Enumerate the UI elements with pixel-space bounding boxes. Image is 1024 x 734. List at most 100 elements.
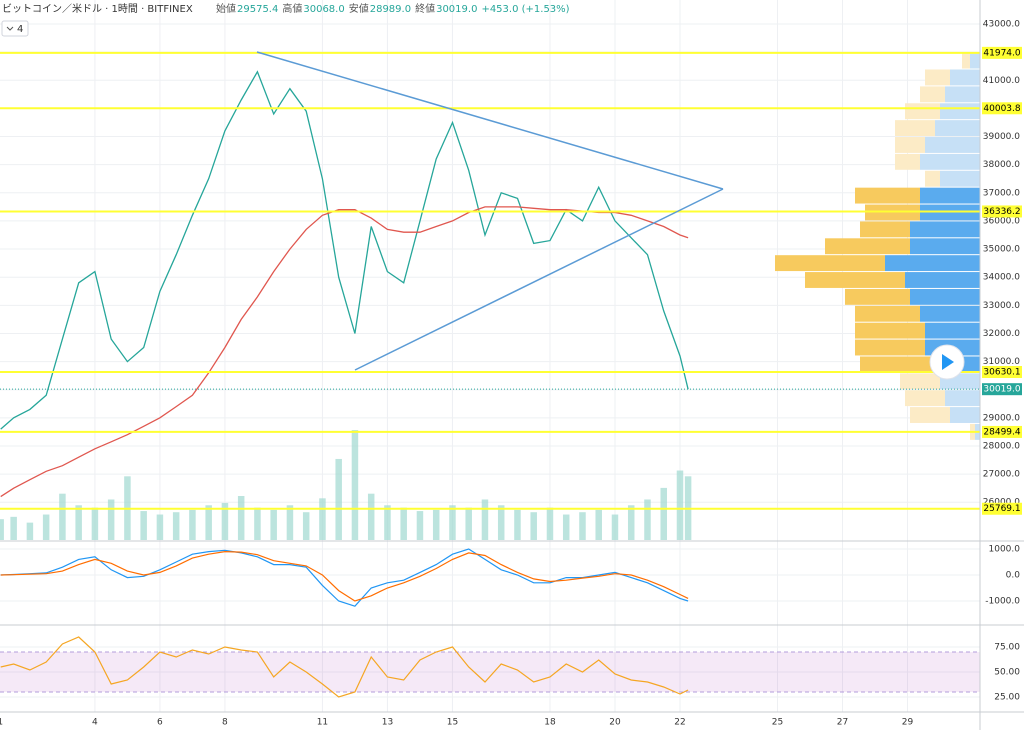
- level-tag: [982, 46, 1022, 59]
- volume-bar: [319, 498, 326, 540]
- volume-bar: [156, 514, 164, 540]
- level-label: 36336.2: [983, 207, 1020, 217]
- volume-bar: [75, 505, 82, 540]
- volume-bar: [497, 505, 505, 540]
- header: ビットコイン／米ドル · 1時間 · BITFINEX 始値 29575.4 高値 3…: [1, 2, 570, 37]
- x-tick-label: 21: [0, 718, 3, 728]
- ohlc-label: 安値: [349, 2, 369, 15]
- volume-bar: [432, 509, 440, 540]
- profile-down: [900, 373, 940, 390]
- volume-bar: [514, 509, 521, 540]
- macd-line: [0, 548, 689, 607]
- volume-bar: [42, 514, 50, 540]
- volume-bar: [579, 512, 586, 540]
- x-tick-label: 27: [837, 718, 848, 728]
- volume-bar: [530, 512, 537, 540]
- volume-bar: [660, 487, 667, 540]
- volume-bar: [611, 514, 619, 540]
- profile-down: [860, 356, 940, 373]
- price-line: [0, 70, 689, 430]
- trend-line[interactable]: [256, 51, 724, 190]
- profile-down: [895, 120, 935, 137]
- rsi-line: [0, 636, 689, 698]
- y-tick-label: 32000.0: [983, 329, 1020, 339]
- volume-bar: [384, 505, 391, 540]
- profile-down: [855, 187, 920, 204]
- level-tag: [982, 425, 1022, 438]
- profile-up: [910, 288, 980, 305]
- volume-bar: [449, 505, 456, 540]
- price-change: +453.0 (+1.53%): [481, 4, 569, 15]
- profile-up: [910, 221, 980, 238]
- ohlc-label: 始値: [216, 2, 236, 15]
- macd-line: [0, 550, 689, 602]
- profile-down: [845, 288, 910, 305]
- volume-bar: [107, 499, 115, 540]
- rsi-band: [0, 652, 980, 692]
- level-label: 41974.0: [983, 48, 1020, 58]
- x-tick-label: 8: [222, 718, 228, 728]
- level-label: 30630.1: [983, 367, 1020, 377]
- profile-up: [920, 153, 980, 170]
- y-tick-label: 29000.0: [983, 413, 1020, 423]
- volume-bar: [140, 511, 147, 540]
- chevron-icon: [6, 26, 14, 31]
- symbol-title[interactable]: ビットコイン／米ドル · 1時間 · BITFINEX: [2, 2, 193, 15]
- volume-bar: [237, 496, 245, 540]
- profile-up: [970, 52, 980, 69]
- volume-bar: [189, 509, 196, 540]
- level-label: 28499.4: [983, 427, 1020, 437]
- y-tick-label: 33000.0: [983, 301, 1020, 311]
- volume-bar: [644, 499, 651, 540]
- level-label: 40003.8: [983, 104, 1020, 114]
- y-tick-label: 28000.0: [983, 441, 1020, 451]
- volume-bar: [627, 505, 635, 540]
- profile-up: [945, 390, 980, 407]
- ohlc-value: 30068.0: [303, 4, 344, 15]
- y-tick-label: 27000.0: [983, 470, 1020, 480]
- profile-down: [925, 69, 950, 86]
- indicator-toggle[interactable]: [1, 20, 29, 37]
- trend-line[interactable]: [354, 188, 724, 371]
- ohlc-label: 終値: [415, 2, 435, 15]
- x-tick-label: 6: [157, 718, 163, 728]
- profile-up: [925, 137, 980, 153]
- y-tick-label: 38000.0: [983, 160, 1020, 170]
- last-price-label: 30019.0: [983, 385, 1020, 395]
- volume-bar: [26, 522, 34, 540]
- volume-bar: [400, 507, 407, 540]
- level-tag: [982, 205, 1022, 218]
- profile-down: [865, 204, 920, 221]
- profile-down: [825, 238, 910, 255]
- volume-bar: [676, 470, 684, 540]
- x-tick-label: 13: [382, 718, 393, 728]
- profile-down: [855, 339, 925, 356]
- play-icon: [942, 354, 954, 370]
- profile-up: [940, 170, 980, 187]
- profile-up: [935, 120, 980, 137]
- y-tick-label: 41000.0: [983, 76, 1020, 86]
- y-tick-label: 34000.0: [983, 273, 1020, 283]
- volume-bar: [562, 514, 570, 540]
- x-tick-label: 4: [92, 718, 98, 728]
- volume-bar: [367, 493, 375, 540]
- y-tick-label: 43000.0: [983, 19, 1020, 29]
- profile-down: [910, 407, 950, 423]
- y-tick-label: 0.0: [1006, 570, 1021, 580]
- volume-bar: [286, 505, 294, 540]
- level-tag: [982, 502, 1022, 515]
- x-tick-label: 20: [609, 718, 621, 728]
- profile-down: [895, 137, 925, 153]
- y-tick-label: 1000.0: [989, 544, 1021, 554]
- y-tick-label: 35000.0: [983, 245, 1020, 255]
- profile-down: [920, 86, 945, 103]
- volume-bar: [10, 516, 17, 540]
- volume-bar: [351, 430, 359, 540]
- profile-down: [855, 322, 925, 339]
- profile-down: [855, 305, 920, 322]
- volume-bar: [254, 507, 261, 540]
- ohlc-value: 29575.4: [237, 4, 278, 15]
- profile-up: [885, 255, 980, 272]
